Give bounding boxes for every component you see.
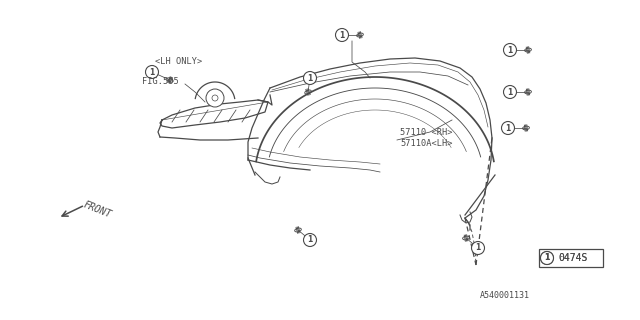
Text: 1: 1 xyxy=(508,87,513,97)
Text: 1: 1 xyxy=(476,244,481,252)
Circle shape xyxy=(212,95,218,101)
Circle shape xyxy=(504,85,516,99)
Circle shape xyxy=(206,89,224,107)
Circle shape xyxy=(472,242,484,254)
Circle shape xyxy=(303,71,317,84)
Text: FRONT: FRONT xyxy=(82,200,113,220)
Text: FIG.505: FIG.505 xyxy=(142,77,179,86)
Circle shape xyxy=(541,252,554,265)
Text: A540001131: A540001131 xyxy=(480,291,530,300)
Text: 57110A<LH>: 57110A<LH> xyxy=(400,139,452,148)
Text: 1: 1 xyxy=(545,253,550,262)
Text: 1: 1 xyxy=(545,253,550,262)
Circle shape xyxy=(502,122,515,134)
Text: 0474S: 0474S xyxy=(558,253,588,263)
Text: 1: 1 xyxy=(307,74,312,83)
Text: 0474S: 0474S xyxy=(558,253,588,263)
Text: 57110 <RH>: 57110 <RH> xyxy=(400,128,452,137)
Text: <LH ONLY>: <LH ONLY> xyxy=(155,57,202,66)
Text: 1: 1 xyxy=(339,30,344,39)
Text: 1: 1 xyxy=(508,45,513,54)
Text: 1: 1 xyxy=(307,236,312,244)
Circle shape xyxy=(335,28,349,42)
Circle shape xyxy=(145,66,159,78)
FancyBboxPatch shape xyxy=(539,249,603,267)
Circle shape xyxy=(541,252,554,265)
Circle shape xyxy=(504,44,516,57)
Circle shape xyxy=(303,234,317,246)
Text: 1: 1 xyxy=(149,68,155,76)
Text: 1: 1 xyxy=(506,124,511,132)
